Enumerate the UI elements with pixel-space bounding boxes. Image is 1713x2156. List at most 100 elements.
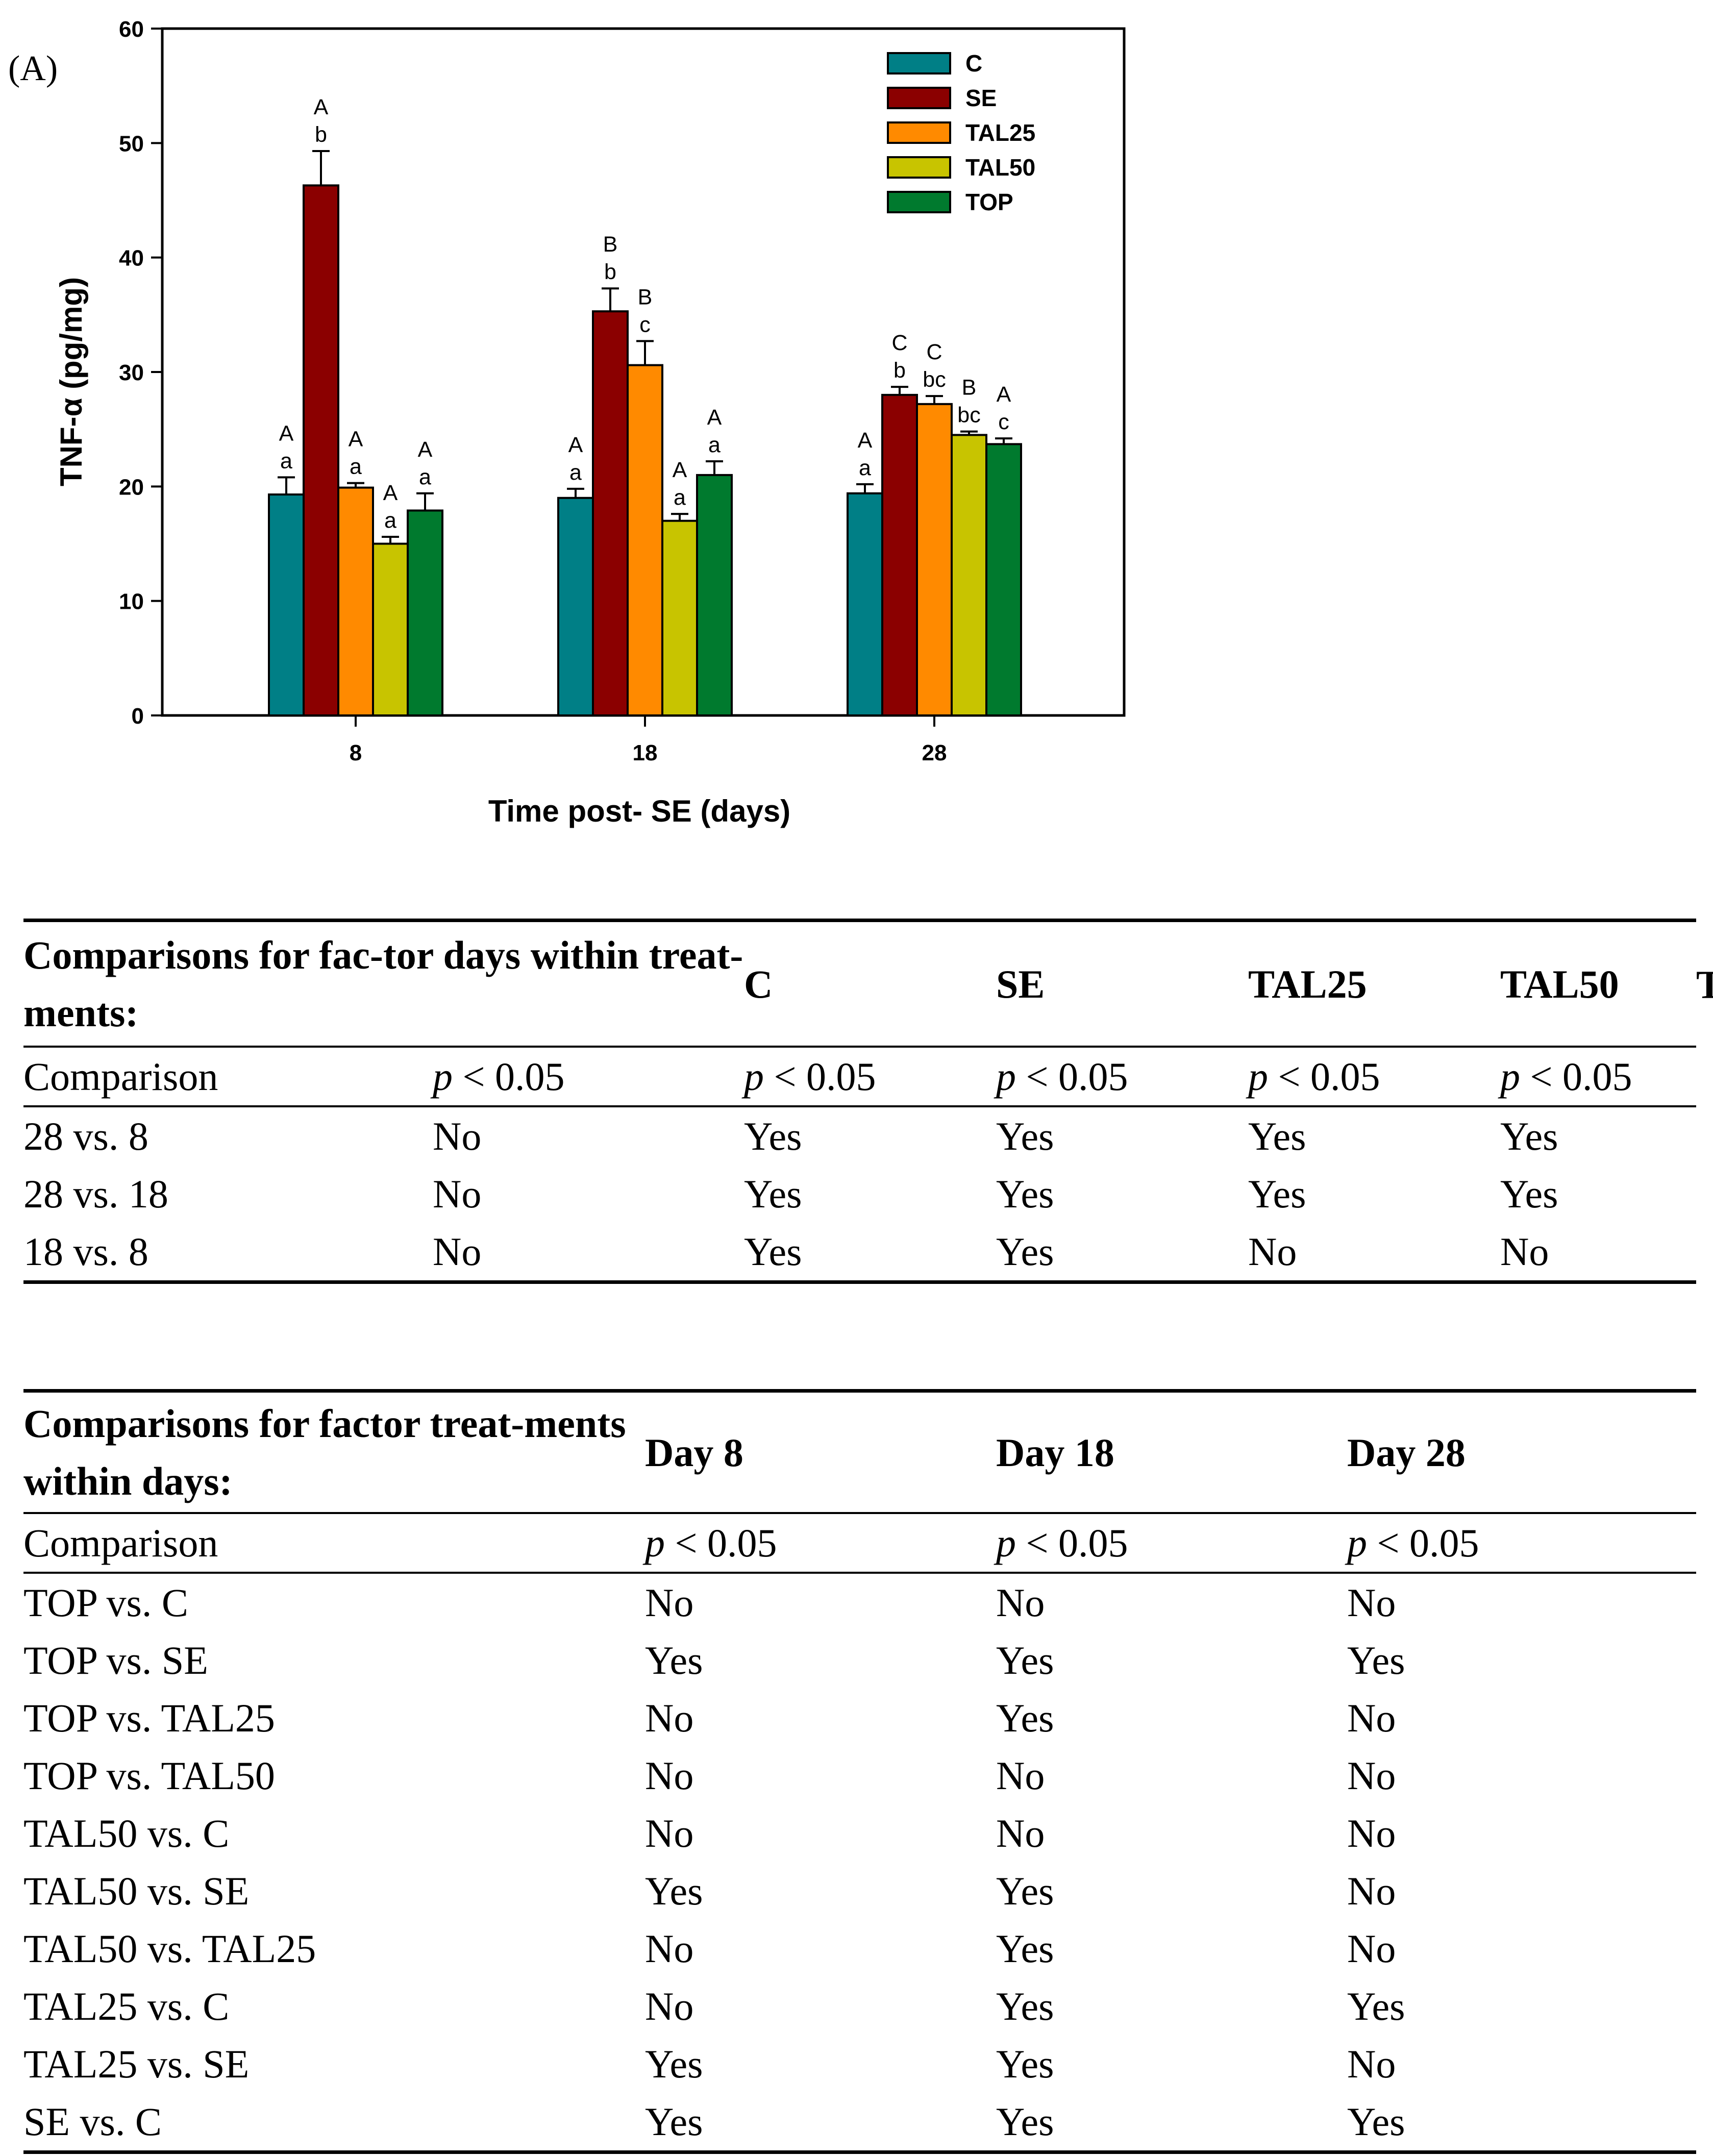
table2-header-label: Comparisons for factor treat-ments withi… — [23, 1389, 645, 1513]
result-cell: Yes — [645, 2042, 703, 2086]
result-cell: Yes — [996, 1869, 1054, 1913]
significance-lower-letter: a — [384, 508, 396, 533]
p-threshold: < 0.05 — [1016, 1521, 1128, 1565]
row-label: TOP vs. SE — [23, 1638, 208, 1682]
table-row: TOP vs. TAL25 No Yes No — [23, 1689, 1696, 1747]
row-label: TOP vs. TAL50 — [23, 1753, 275, 1798]
result-cell: Yes — [996, 1223, 1248, 1284]
legend-label-se: SE — [965, 85, 997, 111]
result-cell: Yes — [1248, 1105, 1500, 1165]
bar-tal25-18 — [627, 364, 663, 716]
result-cell: Yes — [996, 1172, 1054, 1216]
p-symbol: p — [744, 1054, 764, 1099]
result-cell: Yes — [996, 1984, 1054, 2028]
p-threshold: < 0.05 — [1520, 1054, 1632, 1099]
bar-tal50-18 — [661, 519, 698, 717]
p-symbol: p — [996, 1521, 1016, 1565]
p-threshold: < 0.05 — [764, 1054, 876, 1099]
bar-se-18 — [592, 310, 629, 716]
table1-col-tal25: TAL25 — [1248, 919, 1500, 1047]
significance-upper-letter: A — [673, 458, 687, 482]
table2-header-row: Comparisons for factor treat-ments withi… — [23, 1389, 1696, 1513]
table-row: TAL50 vs. TAL25 No Yes No — [23, 1920, 1696, 1977]
p-threshold-cell: p < 0.05 — [1248, 1046, 1500, 1106]
table-row: TAL50 vs. SE Yes Yes No — [23, 1862, 1696, 1920]
result-cell: No — [433, 1223, 744, 1284]
p-threshold-cell: p < 0.05 — [1500, 1046, 1696, 1106]
significance-lower-letter: bc — [957, 403, 980, 428]
result-cell: Yes — [744, 1172, 802, 1216]
p-threshold: < 0.05 — [1268, 1054, 1380, 1099]
row-label: 28 vs. 8 — [23, 1105, 433, 1165]
result-cell: No — [433, 1105, 744, 1165]
result-cell: No — [433, 1172, 482, 1216]
p-threshold-cell: p < 0.05 — [744, 1046, 996, 1106]
significance-lower-letter: b — [893, 358, 906, 383]
table1-subheader-row: Comparison p < 0.05 p < 0.05 p < 0.05 p < 0.… — [23, 1046, 1696, 1106]
table1-subheader-label: Comparison — [23, 1046, 433, 1106]
row-label: TAL25 vs. SE — [23, 2042, 250, 2086]
row-label: TAL50 vs. C — [23, 1811, 230, 1855]
result-cell: Yes — [996, 1638, 1054, 1682]
significance-upper-letter: A — [279, 421, 294, 445]
result-cell: Yes — [744, 1223, 996, 1284]
result-cell: No — [1347, 1572, 1696, 1631]
p-threshold-cell: p < 0.05 — [1347, 1512, 1696, 1573]
result-cell: Yes — [744, 1105, 996, 1165]
result-cell: No — [645, 1984, 694, 2028]
treatments-comparison-table: Comparisons for factor treat-ments withi… — [23, 1389, 1696, 2154]
result-cell: Yes — [996, 1926, 1054, 1971]
result-cell: No — [1347, 1696, 1396, 1740]
bar-c-18 — [557, 497, 594, 716]
significance-upper-letter: B — [603, 232, 618, 257]
row-label: TAL25 vs. C — [23, 1984, 230, 2028]
x-tick-label: 28 — [922, 740, 947, 765]
p-threshold: < 0.05 — [1016, 1054, 1128, 1099]
result-cell: No — [645, 1926, 694, 1971]
bar-tal50-28 — [951, 434, 987, 716]
days-comparison-table: Comparisons for fac-tor days within trea… — [23, 919, 1713, 1284]
table2-col-day-28: Day 28 — [1347, 1389, 1696, 1513]
result-cell: No — [996, 1811, 1045, 1855]
result-cell: No — [1248, 1223, 1500, 1284]
tnf-alpha-bar-chart: (A) 0102030405060aAbAaAaAaA8aAbBcBaAaA18… — [8, 17, 1126, 828]
result-cell: No — [996, 1753, 1045, 1798]
bar-tal50-8 — [372, 542, 409, 716]
p-threshold: < 0.05 — [665, 1521, 777, 1565]
bar-top-8 — [407, 509, 443, 717]
significance-upper-letter: A — [314, 95, 329, 119]
table2-col-day-18: Day 18 — [996, 1389, 1347, 1513]
p-threshold-cell: p < 0.05 — [645, 1512, 996, 1573]
significance-lower-letter: a — [280, 449, 292, 473]
row-label: 18 vs. 8 — [23, 1223, 433, 1284]
table-row: TOP vs. C No No No — [23, 1572, 1696, 1631]
result-cell: Yes — [1500, 1172, 1558, 1216]
table-row: TAL25 vs. C No Yes Yes — [23, 1977, 1696, 2035]
table-row: 18 vs. 8 No Yes Yes No No — [23, 1223, 1696, 1284]
table2-subheader-label: Comparison — [23, 1512, 645, 1573]
row-label: TOP vs. C — [23, 1572, 645, 1631]
row-label: SE vs. C — [23, 2093, 645, 2154]
panel-label: (A) — [8, 49, 58, 88]
result-cell: No — [1347, 1811, 1396, 1855]
y-tick-label: 10 — [119, 589, 144, 614]
legend-swatch-tal25 — [887, 121, 951, 144]
bar-se-28 — [881, 393, 918, 716]
result-cell: No — [1347, 2042, 1396, 2086]
result-cell: Yes — [1248, 1172, 1306, 1216]
x-tick-label: 18 — [633, 740, 658, 765]
result-cell: Yes — [996, 1696, 1054, 1740]
table-row: 28 vs. 8 No Yes Yes Yes Yes — [23, 1105, 1696, 1165]
bar-tal25-28 — [916, 403, 953, 716]
significance-upper-letter: A — [858, 428, 873, 453]
result-cell: Yes — [645, 2093, 996, 2154]
significance-upper-letter: A — [349, 427, 363, 452]
result-cell: Yes — [1347, 2093, 1696, 2154]
significance-upper-letter: A — [568, 433, 583, 457]
result-cell: Yes — [996, 2093, 1347, 2154]
result-cell: Yes — [996, 1105, 1248, 1165]
significance-upper-letter: A — [997, 382, 1011, 407]
y-tick-label: 0 — [132, 704, 144, 729]
p-symbol: p — [1500, 1054, 1520, 1099]
result-cell: No — [645, 1811, 694, 1855]
